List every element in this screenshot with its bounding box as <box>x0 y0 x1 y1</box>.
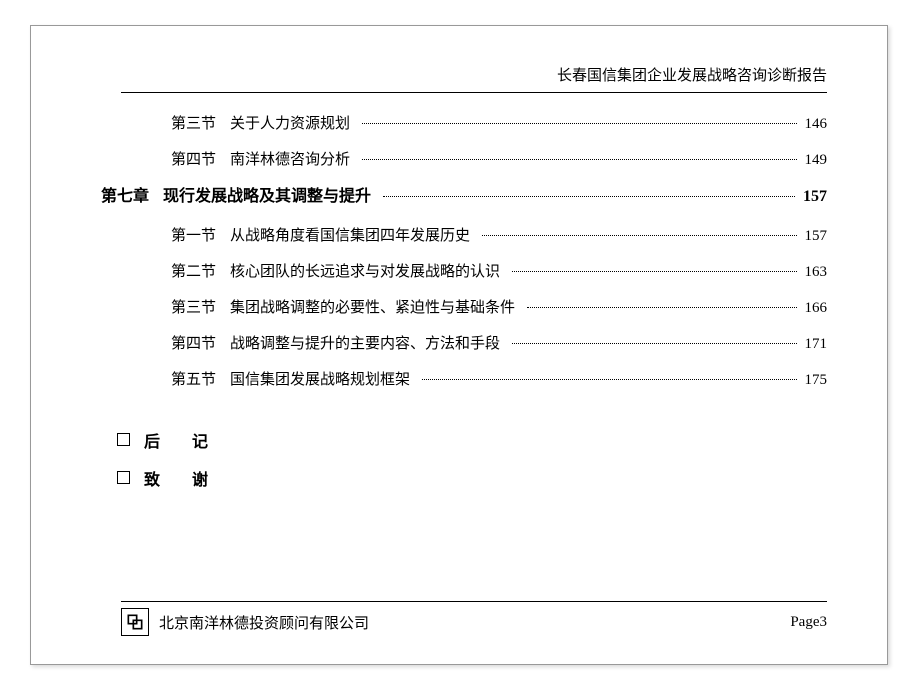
toc-dots <box>512 271 796 272</box>
toc-section-title: 集团战略调整的必要性、紧迫性与基础条件 <box>230 296 515 320</box>
toc-section-title: 从战略角度看国信集团四年发展历史 <box>230 224 470 248</box>
appendix-label: 致 谢 <box>144 466 216 490</box>
company-logo-icon <box>121 608 149 636</box>
toc-section-title: 国信集团发展战略规划框架 <box>230 368 410 392</box>
toc-section-row: 第三节 集团战略调整的必要性、紧迫性与基础条件 166 <box>121 296 827 320</box>
toc-content: 第三节 关于人力资源规划 146 第四节 南洋林德咨询分析 149 第七章 现行… <box>121 112 827 504</box>
toc-dots <box>362 123 796 124</box>
toc-section-page: 175 <box>805 368 828 392</box>
toc-section-label: 第四节 <box>171 148 216 172</box>
toc-section-row: 第一节 从战略角度看国信集团四年发展历史 157 <box>121 224 827 248</box>
toc-chapter-page: 157 <box>803 184 827 210</box>
toc-section-page: 163 <box>805 260 828 284</box>
toc-section-label: 第二节 <box>171 260 216 284</box>
footer-company: 北京南洋林德投资顾问有限公司 <box>159 612 369 633</box>
page-footer: 北京南洋林德投资顾问有限公司 Page3 <box>121 601 827 636</box>
appendix-label: 后 记 <box>144 428 216 452</box>
toc-section-label: 第三节 <box>171 112 216 136</box>
toc-chapter-title: 现行发展战略及其调整与提升 <box>163 184 371 210</box>
toc-chapter-row: 第七章 现行发展战略及其调整与提升 157 <box>101 184 827 210</box>
toc-dots <box>422 379 796 380</box>
toc-section-row: 第三节 关于人力资源规划 146 <box>121 112 827 136</box>
toc-section-title: 关于人力资源规划 <box>230 112 350 136</box>
toc-section-label: 第一节 <box>171 224 216 248</box>
toc-dots <box>383 196 795 197</box>
toc-dots <box>482 235 796 236</box>
appendix-row: 致 谢 <box>117 466 827 490</box>
footer-left: 北京南洋林德投资顾问有限公司 <box>121 608 369 636</box>
footer-rule <box>121 601 827 602</box>
footer-row: 北京南洋林德投资顾问有限公司 Page3 <box>121 608 827 636</box>
toc-section-page: 166 <box>805 296 828 320</box>
toc-section-row: 第五节 国信集团发展战略规划框架 175 <box>121 368 827 392</box>
document-page: 长春国信集团企业发展战略咨询诊断报告 第三节 关于人力资源规划 146 第四节 … <box>30 25 888 665</box>
appendix-row: 后 记 <box>117 428 827 452</box>
square-bullet-icon <box>117 471 130 484</box>
appendix-block: 后 记 致 谢 <box>117 428 827 490</box>
toc-section-label: 第三节 <box>171 296 216 320</box>
header-title: 长春国信集团企业发展战略咨询诊断报告 <box>557 68 827 84</box>
toc-dots <box>362 159 796 160</box>
square-bullet-icon <box>117 433 130 446</box>
toc-section-title: 核心团队的长远追求与对发展战略的认识 <box>230 260 500 284</box>
toc-section-label: 第五节 <box>171 368 216 392</box>
toc-dots <box>512 343 796 344</box>
footer-page-number: Page3 <box>790 614 827 631</box>
toc-section-row: 第二节 核心团队的长远追求与对发展战略的认识 163 <box>121 260 827 284</box>
toc-section-page: 149 <box>805 148 828 172</box>
toc-section-page: 157 <box>805 224 828 248</box>
header-rule <box>121 92 827 93</box>
toc-section-title: 南洋林德咨询分析 <box>230 148 350 172</box>
toc-section-row: 第四节 战略调整与提升的主要内容、方法和手段 171 <box>121 332 827 356</box>
toc-dots <box>527 307 796 308</box>
toc-chapter-label: 第七章 <box>101 184 149 210</box>
toc-section-page: 146 <box>805 112 828 136</box>
toc-section-row: 第四节 南洋林德咨询分析 149 <box>121 148 827 172</box>
toc-section-page: 171 <box>805 332 828 356</box>
page-header: 长春国信集团企业发展战略咨询诊断报告 <box>91 64 827 85</box>
toc-section-label: 第四节 <box>171 332 216 356</box>
toc-section-title: 战略调整与提升的主要内容、方法和手段 <box>230 332 500 356</box>
